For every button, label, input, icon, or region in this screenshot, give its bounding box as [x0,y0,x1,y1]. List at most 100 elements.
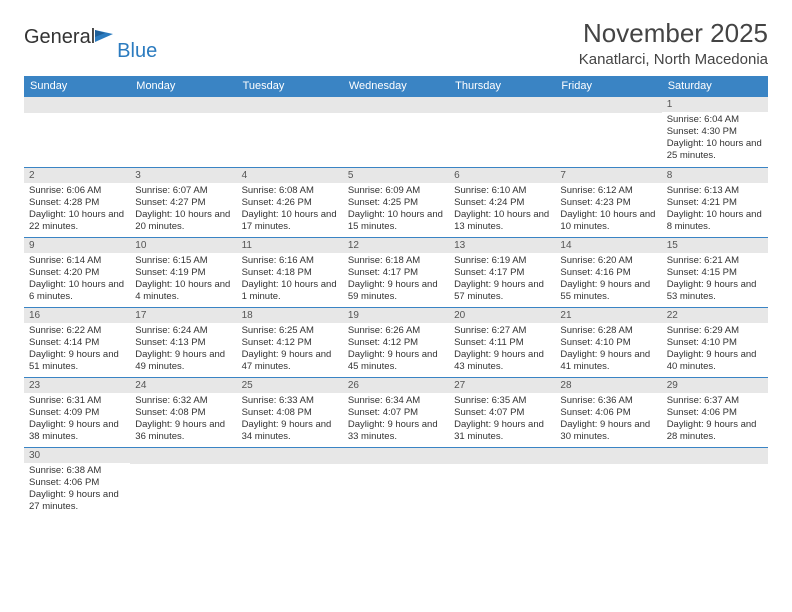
calendar-empty [343,97,449,167]
calendar-empty [343,447,449,517]
calendar-day: 17Sunrise: 6:24 AMSunset: 4:13 PMDayligh… [130,307,236,377]
weekday-header: Tuesday [237,76,343,97]
day-number: 1 [662,97,768,112]
day-number: 22 [662,308,768,323]
calendar-day: 29Sunrise: 6:37 AMSunset: 4:06 PMDayligh… [662,377,768,447]
calendar-day: 21Sunrise: 6:28 AMSunset: 4:10 PMDayligh… [555,307,661,377]
day-details: Sunrise: 6:28 AMSunset: 4:10 PMDaylight:… [555,323,661,374]
day-number: 18 [237,308,343,323]
calendar-day: 12Sunrise: 6:18 AMSunset: 4:17 PMDayligh… [343,237,449,307]
day-number: 20 [449,308,555,323]
day-details: Sunrise: 6:25 AMSunset: 4:12 PMDaylight:… [237,323,343,374]
day-details: Sunrise: 6:32 AMSunset: 4:08 PMDaylight:… [130,393,236,444]
day-details: Sunrise: 6:35 AMSunset: 4:07 PMDaylight:… [449,393,555,444]
day-number: 24 [130,378,236,393]
day-number: 7 [555,168,661,183]
day-number [24,97,130,113]
day-number: 17 [130,308,236,323]
day-number: 4 [237,168,343,183]
day-details: Sunrise: 6:13 AMSunset: 4:21 PMDaylight:… [662,183,768,234]
calendar-day: 13Sunrise: 6:19 AMSunset: 4:17 PMDayligh… [449,237,555,307]
calendar-empty [662,447,768,517]
day-number [449,97,555,113]
calendar-row: 9Sunrise: 6:14 AMSunset: 4:20 PMDaylight… [24,237,768,307]
day-details: Sunrise: 6:09 AMSunset: 4:25 PMDaylight:… [343,183,449,234]
day-number [130,97,236,113]
calendar-table: SundayMondayTuesdayWednesdayThursdayFrid… [24,76,768,517]
calendar-day: 2Sunrise: 6:06 AMSunset: 4:28 PMDaylight… [24,167,130,237]
day-details: Sunrise: 6:31 AMSunset: 4:09 PMDaylight:… [24,393,130,444]
day-number: 21 [555,308,661,323]
calendar-row: 30Sunrise: 6:38 AMSunset: 4:06 PMDayligh… [24,447,768,517]
weekday-header: Saturday [662,76,768,97]
calendar-day: 23Sunrise: 6:31 AMSunset: 4:09 PMDayligh… [24,377,130,447]
day-number: 5 [343,168,449,183]
calendar-day: 14Sunrise: 6:20 AMSunset: 4:16 PMDayligh… [555,237,661,307]
day-details: Sunrise: 6:16 AMSunset: 4:18 PMDaylight:… [237,253,343,304]
day-number: 13 [449,238,555,253]
calendar-day: 19Sunrise: 6:26 AMSunset: 4:12 PMDayligh… [343,307,449,377]
flag-icon [95,28,117,47]
day-details: Sunrise: 6:37 AMSunset: 4:06 PMDaylight:… [662,393,768,444]
day-details: Sunrise: 6:22 AMSunset: 4:14 PMDaylight:… [24,323,130,374]
weekday-header: Friday [555,76,661,97]
calendar-empty [449,447,555,517]
calendar-day: 26Sunrise: 6:34 AMSunset: 4:07 PMDayligh… [343,377,449,447]
calendar-empty [449,97,555,167]
day-number: 29 [662,378,768,393]
day-number [237,97,343,113]
calendar-day: 4Sunrise: 6:08 AMSunset: 4:26 PMDaylight… [237,167,343,237]
calendar-day: 11Sunrise: 6:16 AMSunset: 4:18 PMDayligh… [237,237,343,307]
calendar-day: 1Sunrise: 6:04 AMSunset: 4:30 PMDaylight… [662,97,768,167]
calendar-row: 23Sunrise: 6:31 AMSunset: 4:09 PMDayligh… [24,377,768,447]
calendar-day: 28Sunrise: 6:36 AMSunset: 4:06 PMDayligh… [555,377,661,447]
day-details: Sunrise: 6:07 AMSunset: 4:27 PMDaylight:… [130,183,236,234]
day-details: Sunrise: 6:24 AMSunset: 4:13 PMDaylight:… [130,323,236,374]
day-number: 25 [237,378,343,393]
day-details: Sunrise: 6:12 AMSunset: 4:23 PMDaylight:… [555,183,661,234]
weekday-header: Thursday [449,76,555,97]
calendar-row: 16Sunrise: 6:22 AMSunset: 4:14 PMDayligh… [24,307,768,377]
calendar-day: 9Sunrise: 6:14 AMSunset: 4:20 PMDaylight… [24,237,130,307]
calendar-day: 20Sunrise: 6:27 AMSunset: 4:11 PMDayligh… [449,307,555,377]
day-number: 6 [449,168,555,183]
day-details: Sunrise: 6:08 AMSunset: 4:26 PMDaylight:… [237,183,343,234]
calendar-body: 1Sunrise: 6:04 AMSunset: 4:30 PMDaylight… [24,97,768,517]
day-details: Sunrise: 6:14 AMSunset: 4:20 PMDaylight:… [24,253,130,304]
day-number: 15 [662,238,768,253]
day-number: 3 [130,168,236,183]
day-number: 23 [24,378,130,393]
day-number [449,448,555,464]
day-details: Sunrise: 6:20 AMSunset: 4:16 PMDaylight:… [555,253,661,304]
day-details: Sunrise: 6:36 AMSunset: 4:06 PMDaylight:… [555,393,661,444]
day-number [130,448,236,464]
day-number: 11 [237,238,343,253]
day-number: 10 [130,238,236,253]
day-number [555,448,661,464]
day-number: 26 [343,378,449,393]
day-number: 12 [343,238,449,253]
calendar-day: 27Sunrise: 6:35 AMSunset: 4:07 PMDayligh… [449,377,555,447]
calendar-empty [24,97,130,167]
calendar-day: 7Sunrise: 6:12 AMSunset: 4:23 PMDaylight… [555,167,661,237]
calendar-empty [130,447,236,517]
day-details: Sunrise: 6:26 AMSunset: 4:12 PMDaylight:… [343,323,449,374]
title-block: November 2025 Kanatlarci, North Macedoni… [579,18,768,68]
logo-word-2: Blue [117,40,157,63]
calendar-day: 8Sunrise: 6:13 AMSunset: 4:21 PMDaylight… [662,167,768,237]
calendar-empty [555,447,661,517]
header: General Blue November 2025 Kanatlarci, N… [24,18,768,68]
calendar-day: 6Sunrise: 6:10 AMSunset: 4:24 PMDaylight… [449,167,555,237]
day-details: Sunrise: 6:38 AMSunset: 4:06 PMDaylight:… [24,463,130,514]
day-details: Sunrise: 6:33 AMSunset: 4:08 PMDaylight:… [237,393,343,444]
day-number [343,97,449,113]
calendar-day: 22Sunrise: 6:29 AMSunset: 4:10 PMDayligh… [662,307,768,377]
calendar-empty [237,447,343,517]
calendar-day: 24Sunrise: 6:32 AMSunset: 4:08 PMDayligh… [130,377,236,447]
location: Kanatlarci, North Macedonia [579,51,768,68]
calendar-day: 25Sunrise: 6:33 AMSunset: 4:08 PMDayligh… [237,377,343,447]
calendar-day: 10Sunrise: 6:15 AMSunset: 4:19 PMDayligh… [130,237,236,307]
day-details: Sunrise: 6:19 AMSunset: 4:17 PMDaylight:… [449,253,555,304]
calendar-day: 30Sunrise: 6:38 AMSunset: 4:06 PMDayligh… [24,447,130,517]
day-details: Sunrise: 6:29 AMSunset: 4:10 PMDaylight:… [662,323,768,374]
